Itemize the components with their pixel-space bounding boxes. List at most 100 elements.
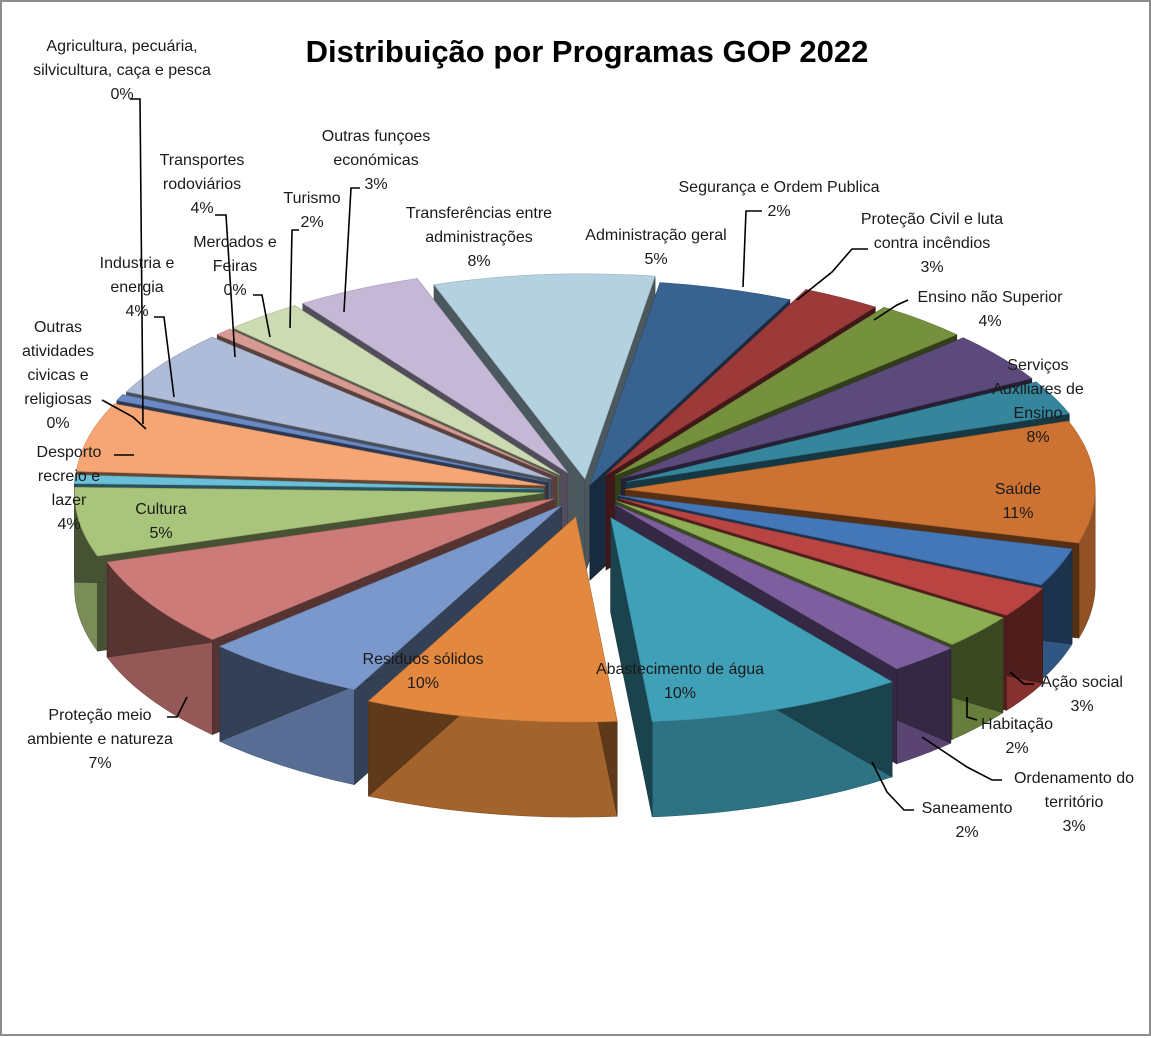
slice-label-transferencias-entre-administracoes: Transferências entre administrações 8% bbox=[406, 205, 552, 270]
slice-label-administracao-geral-value: 5% bbox=[644, 251, 667, 268]
slice-label-seguranca-e-ordem-publica-text: Segurança e Ordem Publica bbox=[679, 179, 880, 196]
slice-label-servicos-auxiliares-de-ensino-value: 8% bbox=[1026, 429, 1049, 446]
slice-label-residuos-solidos-value: 10% bbox=[407, 675, 439, 692]
slice-label-habitacao: Habitação 2% bbox=[981, 716, 1053, 757]
slice-label-outras-atividades-civicas-e-religiosas-text: civicas e bbox=[27, 367, 88, 384]
leader-line-habitacao bbox=[966, 697, 978, 721]
slice-label-agricultura-pecuaria-silvicultura-caca-e-pesca-value: 0% bbox=[110, 86, 133, 103]
pie-slice-transportes-rodoviarios-top bbox=[125, 336, 552, 480]
slice-label-industria-e-energia-text: Industria e bbox=[100, 255, 175, 272]
leader-line-seguranca-e-ordem-publica bbox=[742, 210, 762, 288]
slice-label-ordenamento-do-territorio-text: território bbox=[1045, 794, 1104, 811]
leader-line-ordenamento-do-territorio bbox=[921, 736, 1002, 781]
slice-label-ordenamento-do-territorio-value: 3% bbox=[1062, 818, 1085, 835]
leader-line-mercados-e-feiras bbox=[253, 294, 271, 338]
leader-line-turismo bbox=[289, 229, 299, 329]
slice-label-transportes-rodoviarios-text: Transportes bbox=[160, 152, 245, 169]
slice-label-residuos-solidos: Residuos sólidos 10% bbox=[363, 651, 484, 692]
pie-slice-outras-atividades-civicas-e-religiosas-top bbox=[73, 474, 545, 490]
pie-slice-desporto-recreio-e-lazer-top bbox=[74, 486, 545, 557]
leader-line-acao-social bbox=[1009, 671, 1034, 685]
slice-label-abastecimento-de-agua-value: 10% bbox=[664, 685, 696, 702]
pie-slice-ensino-nao-superior-top bbox=[621, 337, 1033, 479]
slice-label-abastecimento-de-agua-text: Abastecimento de água bbox=[596, 661, 764, 678]
slice-label-desporto-recreio-e-lazer-text: recreio e bbox=[38, 468, 100, 485]
slice-label-cultura-value: 5% bbox=[149, 525, 172, 542]
pie-slice-industria-e-energia-top bbox=[76, 403, 546, 486]
slice-label-transportes-rodoviarios: Transportes rodoviários 4% bbox=[160, 152, 245, 217]
slice-label-residuos-solidos-text: Residuos sólidos bbox=[363, 651, 484, 668]
pie-slice-servicos-auxiliares-de-ensino-top bbox=[626, 381, 1070, 483]
pie-slice-habitacao-top bbox=[619, 498, 1044, 616]
slice-label-cultura-text: Cultura bbox=[135, 501, 187, 518]
leader-line-industria-e-energia bbox=[154, 316, 175, 398]
slice-label-administracao-geral: Administração geral 5% bbox=[585, 227, 726, 268]
slice-label-desporto-recreio-e-lazer-value: 4% bbox=[57, 516, 80, 533]
slice-label-desporto-recreio-e-lazer: Desporto recreio e lazer 4% bbox=[37, 444, 102, 533]
slice-label-saude: Saúde 11% bbox=[995, 481, 1041, 522]
slice-label-outras-funcoes-economicas-value: 3% bbox=[364, 176, 387, 193]
slice-label-industria-e-energia-value: 4% bbox=[125, 303, 148, 320]
slice-label-transferencias-entre-administracoes-text: Transferências entre bbox=[406, 205, 552, 222]
slice-label-seguranca-e-ordem-publica: Segurança e Ordem Publica 2% bbox=[679, 179, 880, 220]
slice-label-transferencias-entre-administracoes-text: administrações bbox=[425, 229, 533, 246]
slice-label-cultura: Cultura 5% bbox=[135, 501, 187, 542]
slice-label-outras-atividades-civicas-e-religiosas-text: Outras bbox=[34, 319, 82, 336]
slice-label-protecao-meio-ambiente-e-natureza-text: Proteção meio bbox=[48, 707, 151, 724]
pie-slice-residuos-solidos-top bbox=[367, 516, 618, 723]
pie-slice-saude-top bbox=[625, 420, 1096, 544]
leader-line-saneamento bbox=[871, 761, 914, 811]
slice-label-ordenamento-do-territorio: Ordenamento do território 3% bbox=[1014, 770, 1134, 835]
leader-line-outras-funcoes-economicas bbox=[343, 187, 360, 313]
pie-slice-administracao-geral-top bbox=[589, 282, 791, 486]
slice-label-servicos-auxiliares-de-ensino-text: Auxiliares de bbox=[992, 381, 1084, 398]
slice-label-mercados-e-feiras-value: 0% bbox=[223, 282, 246, 299]
slice-label-ordenamento-do-territorio-text: Ordenamento do bbox=[1014, 770, 1134, 787]
slice-label-outras-funcoes-economicas: Outras funçoes económicas 3% bbox=[322, 128, 431, 193]
pie-slice-ordenamento-do-territorio-top bbox=[616, 500, 1004, 645]
slice-label-agricultura-pecuaria-silvicultura-caca-e-pesca: Agricultura, pecuária, silvicultura, caça… bbox=[33, 38, 211, 103]
slice-label-protecao-meio-ambiente-e-natureza-value: 7% bbox=[88, 755, 111, 772]
slice-label-outras-atividades-civicas-e-religiosas: Outras atividades civicas e religiosas 0% bbox=[22, 319, 94, 432]
slice-label-desporto-recreio-e-lazer-text: Desporto bbox=[37, 444, 102, 461]
slice-label-turismo-value: 2% bbox=[300, 214, 323, 231]
pie-slice-seguranca-e-ordem-publica-top bbox=[605, 289, 877, 476]
slice-label-protecao-meio-ambiente-e-natureza: Proteção meio ambiente e natureza 7% bbox=[27, 707, 173, 772]
slice-label-saude-text: Saúde bbox=[995, 481, 1041, 498]
slice-label-mercados-e-feiras: Mercados e Feiras 0% bbox=[193, 234, 277, 299]
pie-slice-cultura-top bbox=[106, 498, 555, 640]
leader-line-outras-atividades-civicas-e-religiosas bbox=[101, 399, 147, 430]
slice-label-outras-funcoes-economicas-text: Outras funçoes bbox=[322, 128, 431, 145]
slice-label-turismo-text: Turismo bbox=[283, 190, 340, 207]
slice-label-protecao-civil-e-luta-contra-incendios-text: Proteção Civil e luta bbox=[861, 211, 1003, 228]
slice-label-saude-value: 11% bbox=[1003, 505, 1034, 522]
pie-slice-outras-funcoes-economicas-top bbox=[302, 278, 569, 473]
pie-slice-acao-social-top bbox=[618, 495, 1073, 586]
slice-label-saneamento: Saneamento 2% bbox=[922, 800, 1013, 841]
leader-line-agricultura-pecuaria-silvicultura-caca-e-pesca bbox=[130, 98, 144, 425]
slice-label-ensino-nao-superior-value: 4% bbox=[978, 313, 1001, 330]
slice-label-administracao-geral-text: Administração geral bbox=[585, 227, 726, 244]
slice-label-outras-atividades-civicas-e-religiosas-value: 0% bbox=[46, 415, 69, 432]
slice-label-abastecimento-de-agua: Abastecimento de água 10% bbox=[596, 661, 764, 702]
chart-title: Distribuição por Programas GOP 2022 bbox=[306, 34, 869, 69]
slice-label-outras-funcoes-economicas-text: económicas bbox=[333, 152, 418, 169]
slice-label-habitacao-value: 2% bbox=[1005, 740, 1028, 757]
slice-label-saneamento-text: Saneamento bbox=[922, 800, 1013, 817]
pie-slice-protecao-civil-e-luta-contra-incendios-top bbox=[614, 306, 958, 476]
pie-slice-transferencias-entre-administracoes-top bbox=[433, 273, 656, 480]
slice-label-acao-social-text: Ação social bbox=[1041, 674, 1123, 691]
slice-label-mercados-e-feiras-text: Mercados e bbox=[193, 234, 277, 251]
slice-label-servicos-auxiliares-de-ensino: Serviços Auxiliares de Ensino 8% bbox=[992, 357, 1084, 446]
slice-label-agricultura-pecuaria-silvicultura-caca-e-pesca-text: Agricultura, pecuária, bbox=[46, 38, 197, 55]
slice-label-protecao-civil-e-luta-contra-incendios: Proteção Civil e luta contra incêndios 3% bbox=[861, 211, 1003, 276]
pie-slice-mercados-e-feiras-top bbox=[216, 328, 557, 477]
slice-label-outras-atividades-civicas-e-religiosas-text: atividades bbox=[22, 343, 94, 360]
slice-label-industria-e-energia-text: energia bbox=[110, 279, 163, 296]
pie-slice-saneamento-top bbox=[615, 504, 952, 670]
slice-label-acao-social: Ação social 3% bbox=[1041, 674, 1123, 715]
slice-label-saneamento-value: 2% bbox=[955, 824, 978, 841]
slice-label-ensino-nao-superior-text: Ensino não Superior bbox=[918, 289, 1064, 306]
